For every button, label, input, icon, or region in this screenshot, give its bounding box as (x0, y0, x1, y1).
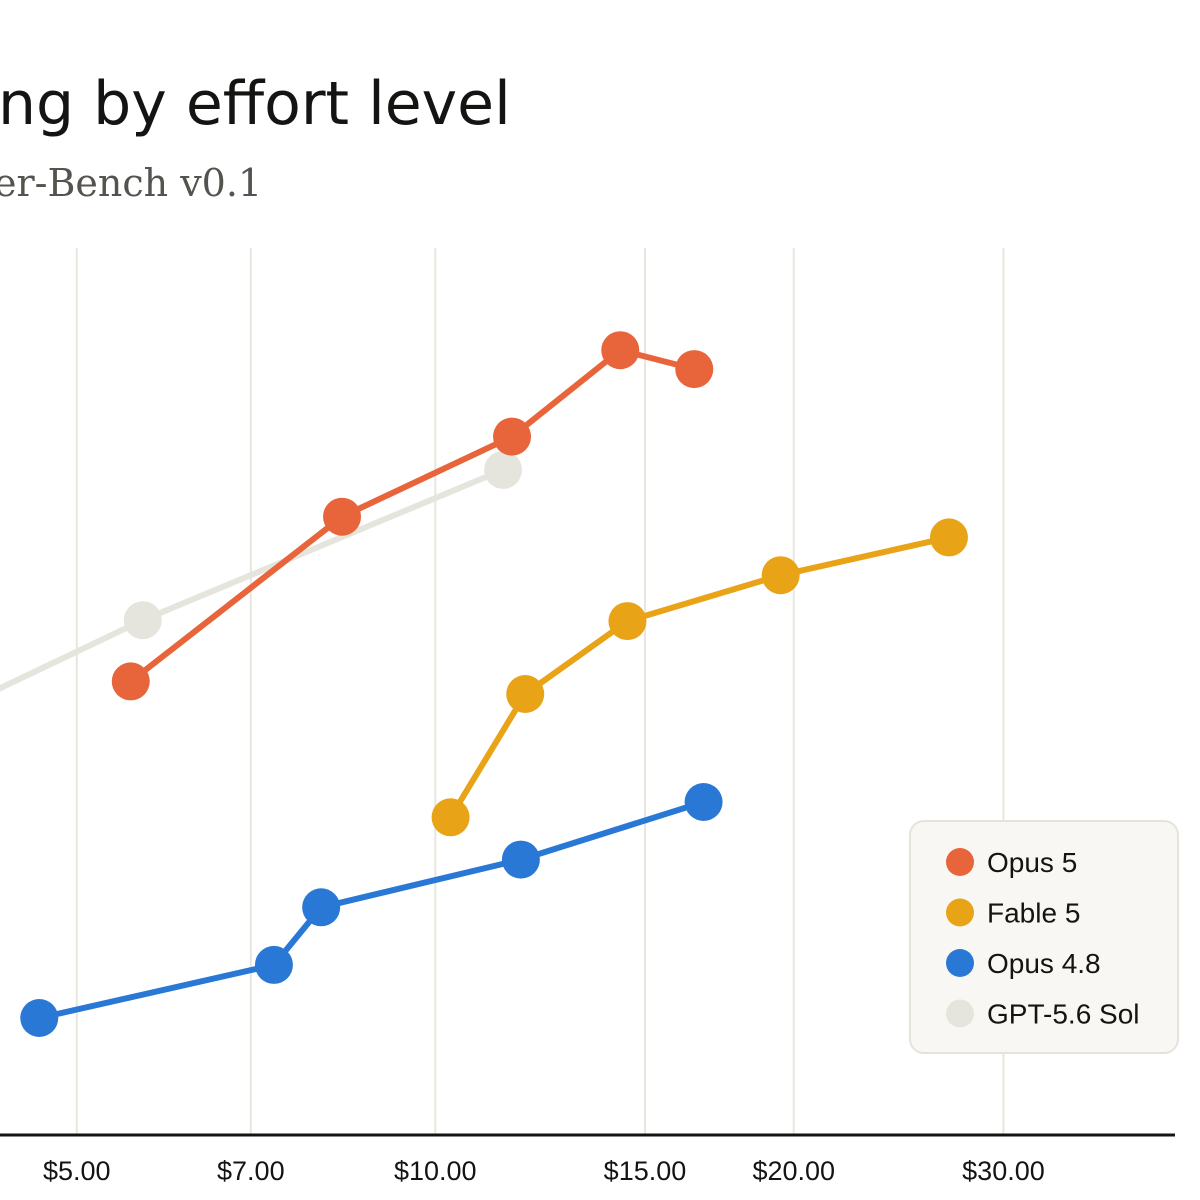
legend-label: GPT-5.6 Sol (987, 999, 1140, 1030)
x-ticks: $5.00 $7.00 $10.00 $15.00 $20.00 $30.00 (43, 1156, 1045, 1186)
legend-swatch (946, 999, 974, 1028)
data-point (323, 497, 362, 536)
x-tick-label: $15.00 (604, 1156, 687, 1186)
data-point (431, 798, 470, 837)
data-point (761, 556, 800, 595)
legend-label: Opus 5 (987, 847, 1077, 878)
plot-area (0, 331, 968, 1037)
data-point (506, 675, 545, 713)
legend-label: Opus 4.8 (987, 948, 1101, 979)
data-point (20, 999, 59, 1037)
data-point (111, 662, 150, 701)
data-point (302, 888, 341, 927)
data-point (123, 601, 162, 640)
data-point (608, 602, 647, 641)
data-point (601, 331, 640, 370)
grid (75, 248, 1005, 1135)
chart-title: ng by effort level (0, 69, 511, 139)
legend-swatch (946, 848, 974, 876)
data-point (501, 840, 540, 879)
data-point (684, 783, 723, 821)
x-tick-label: $20.00 (752, 1156, 835, 1186)
x-tick-label: $7.00 (217, 1156, 285, 1186)
chart-subtitle: er-Bench v0.1 (0, 161, 262, 205)
x-tick-label: $30.00 (962, 1156, 1045, 1186)
legend-swatch (946, 949, 974, 977)
x-tick-label: $5.00 (43, 1156, 111, 1186)
legend-label: Fable 5 (987, 898, 1080, 929)
data-point (254, 945, 293, 984)
data-point (493, 417, 532, 456)
x-tick-label: $10.00 (394, 1156, 477, 1186)
legend: Opus 5 Fable 5 Opus 4.8 GPT-5.6 Sol (909, 820, 1179, 1054)
data-point (675, 350, 714, 389)
data-point (929, 518, 968, 557)
data-point (484, 450, 523, 489)
legend-swatch (946, 898, 974, 927)
series-line (38, 799, 705, 1021)
legend-box (909, 820, 1179, 1054)
